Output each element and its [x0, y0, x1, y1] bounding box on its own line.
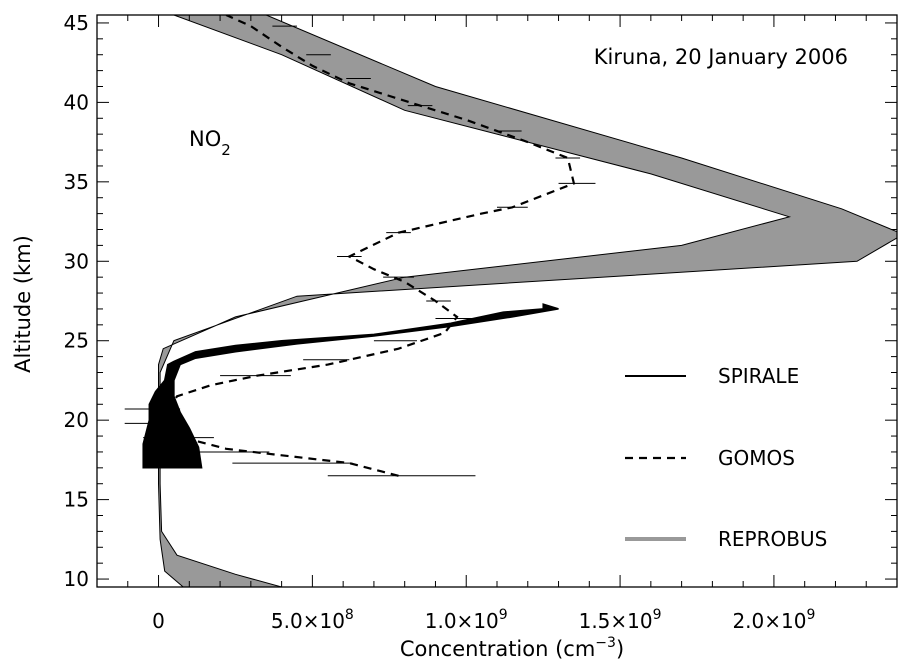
series-spirale-profile: [142, 303, 559, 469]
x-tick-label-mantissa: 1.0×10: [425, 609, 499, 633]
y-tick-label: 40: [64, 90, 89, 114]
y-tick-labels: 10 15 20 25 30 35 40 45: [64, 11, 89, 591]
y-tick-label: 35: [64, 170, 89, 194]
x-tick-label: 1.0×109: [425, 607, 508, 633]
y-tick-label: 25: [64, 329, 89, 353]
legend-item-spirale: SPIRALE: [625, 364, 799, 388]
legend: SPIRALE GOMOS REPROBUS: [625, 364, 827, 551]
species-label: NO2: [189, 127, 231, 159]
y-tick-label: 45: [64, 11, 89, 35]
x-tick-label: 2.0×109: [732, 607, 815, 633]
axis-frame: [96, 14, 898, 588]
x-tick-label: 5.0×108: [271, 607, 354, 633]
x-tick-label: 0: [152, 609, 165, 633]
x-tick-label-exponent: 9: [806, 607, 815, 623]
chart-title: Kiruna, 20 January 2006: [594, 45, 848, 69]
y-tick-label: 30: [64, 249, 89, 273]
y-tick-label: 10: [64, 567, 89, 591]
series-reprobus-band: [158, 15, 897, 587]
series-gomos-line: [166, 15, 576, 477]
x-tick-label-mantissa: 0: [152, 609, 165, 633]
axes: [96, 14, 898, 588]
y-axis-title: Altitude (km): [11, 235, 35, 373]
species-label-subscript: 2: [221, 141, 231, 159]
x-tick-label-mantissa: 2.0×10: [732, 609, 806, 633]
x-axis-title-text: Concentration (cm: [400, 637, 595, 661]
y-tick-label: 20: [64, 408, 89, 432]
species-label-main: NO: [189, 127, 221, 151]
legend-label-reprobus: REPROBUS: [718, 527, 827, 551]
x-tick-label: 1.5×109: [579, 607, 662, 633]
ticks: [96, 15, 898, 587]
y-tick-label: 15: [64, 488, 89, 512]
legend-item-reprobus: REPROBUS: [625, 527, 827, 551]
x-tick-label-exponent: 9: [653, 607, 662, 623]
x-axis-title-exponent: −3: [595, 635, 616, 651]
legend-label-gomos: GOMOS: [718, 446, 795, 470]
x-axis-title-close: ): [616, 637, 624, 661]
plot-area: [124, 15, 897, 587]
legend-label-spirale: SPIRALE: [718, 364, 799, 388]
x-axis-title: Concentration (cm−3): [400, 635, 624, 661]
x-tick-label-mantissa: 5.0×10: [271, 609, 345, 633]
legend-item-gomos: GOMOS: [625, 446, 795, 470]
x-tick-labels: 0 5.0×108 1.0×109 1.5×109 2.0×109: [152, 607, 815, 633]
x-tick-label-exponent: 9: [499, 607, 508, 623]
x-tick-label-mantissa: 1.5×10: [579, 609, 653, 633]
x-tick-label-exponent: 8: [345, 607, 354, 623]
